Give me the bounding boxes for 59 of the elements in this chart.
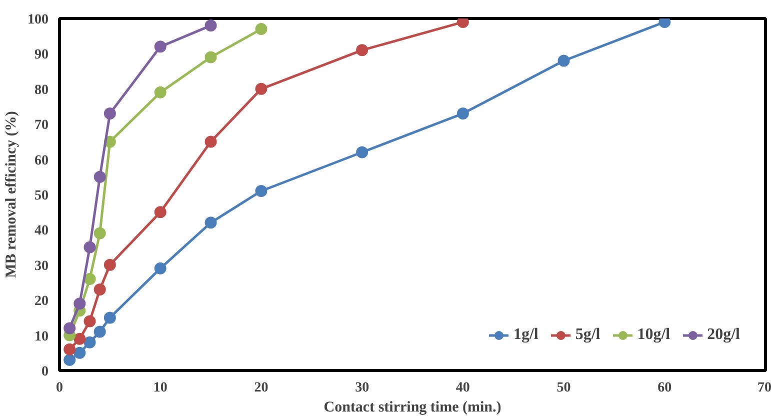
point bbox=[204, 136, 217, 148]
y-axis-title: MB removal efficincy (%) bbox=[4, 111, 20, 278]
point bbox=[658, 18, 671, 28]
y-tick-label: 100 bbox=[28, 12, 48, 28]
point bbox=[204, 20, 217, 32]
point bbox=[64, 354, 76, 366]
point bbox=[94, 170, 106, 183]
point bbox=[255, 23, 268, 36]
y-tick-label: 30 bbox=[34, 258, 48, 274]
x-tick-label: 20 bbox=[254, 380, 268, 396]
y-tick-label: 90 bbox=[34, 48, 48, 63]
point bbox=[456, 18, 469, 28]
point bbox=[94, 284, 106, 296]
legend-label: 20g/l bbox=[707, 326, 740, 344]
point bbox=[94, 326, 106, 338]
point bbox=[104, 108, 116, 120]
point bbox=[64, 343, 76, 356]
y-tick-label: 10 bbox=[34, 329, 48, 344]
point bbox=[74, 298, 86, 310]
x-tick-label: 30 bbox=[355, 380, 370, 396]
point bbox=[104, 258, 116, 271]
y-tick-label: 20 bbox=[34, 294, 48, 310]
legend-label: 5g/l bbox=[575, 326, 600, 344]
point bbox=[154, 40, 166, 53]
x-tick-label: 50 bbox=[556, 380, 571, 396]
point bbox=[104, 312, 116, 324]
y-tick-label: 80 bbox=[34, 82, 48, 98]
legend-label: 1g/l bbox=[513, 326, 538, 344]
x-tick-label: 40 bbox=[456, 380, 470, 396]
point bbox=[255, 82, 268, 95]
point bbox=[94, 227, 106, 240]
point bbox=[356, 146, 368, 158]
x-tick-label: 70 bbox=[758, 380, 771, 396]
point bbox=[204, 216, 217, 229]
point bbox=[64, 322, 76, 334]
point bbox=[356, 44, 368, 56]
legend-label: 10g/l bbox=[637, 326, 670, 344]
y-tick-label: 0 bbox=[42, 364, 48, 380]
y-tick-label: 60 bbox=[34, 153, 48, 168]
x-tick-label: 10 bbox=[153, 380, 168, 396]
point bbox=[74, 332, 86, 345]
point bbox=[204, 51, 217, 64]
point bbox=[84, 336, 96, 348]
y-tick-label: 50 bbox=[34, 188, 48, 204]
point bbox=[154, 262, 166, 274]
point bbox=[84, 315, 96, 328]
point bbox=[74, 346, 86, 359]
point bbox=[255, 184, 268, 197]
point bbox=[154, 206, 166, 218]
point bbox=[154, 86, 166, 98]
point bbox=[456, 108, 469, 120]
x-tick-label: 0 bbox=[56, 380, 63, 396]
y-tick-label: 40 bbox=[34, 224, 48, 239]
point bbox=[558, 54, 570, 67]
point bbox=[84, 241, 96, 254]
y-tick-label: 70 bbox=[34, 118, 48, 134]
x-axis-title: Contact stirring time (min.) bbox=[324, 400, 502, 416]
point bbox=[84, 272, 96, 285]
x-tick-label: 60 bbox=[658, 380, 672, 396]
